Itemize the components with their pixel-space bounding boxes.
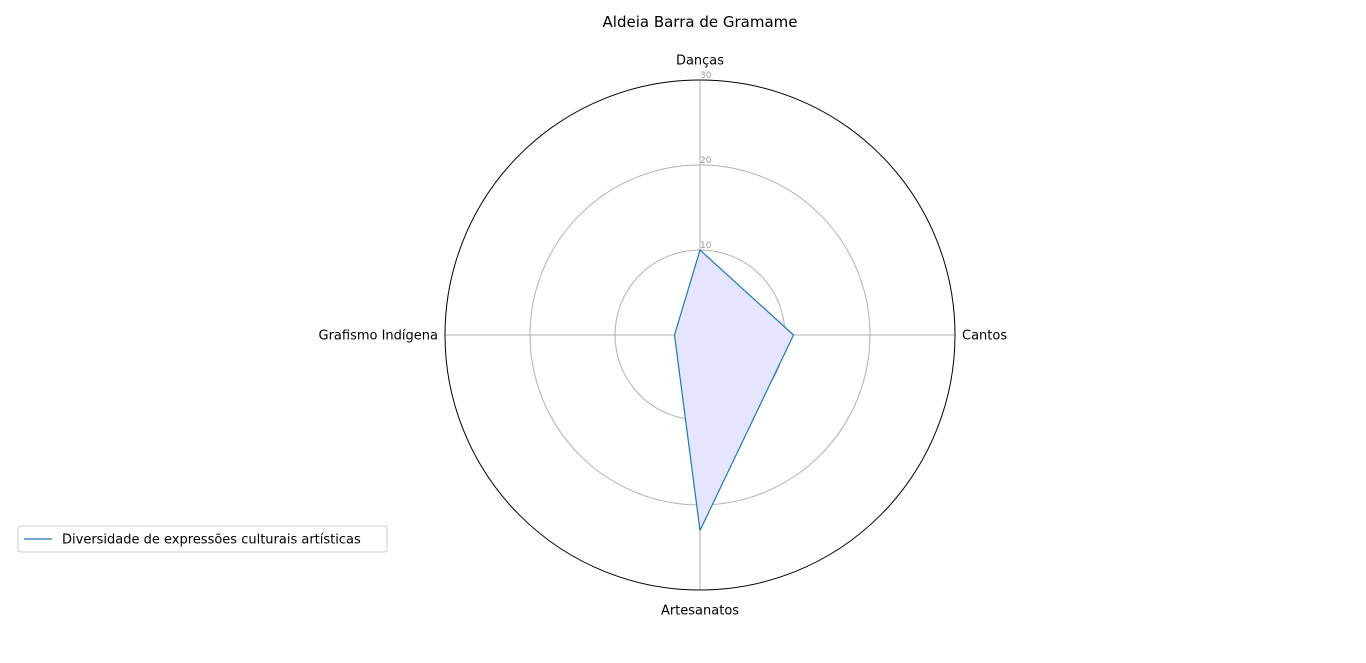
- legend-box: [17, 525, 388, 553]
- legend: Diversidade de expressões culturais artí…: [17, 525, 388, 553]
- chart-title: Aldeia Barra de Gramame: [603, 13, 798, 31]
- radar-frame: [444, 79, 956, 591]
- radial-tick-label: 30: [700, 71, 712, 81]
- radial-tick-label: 10: [700, 241, 712, 251]
- series-line: [673, 249, 795, 532]
- category-label: Danças: [676, 54, 724, 69]
- category-label: Grafismo Indígena: [319, 329, 439, 344]
- radar-series: [673, 249, 795, 532]
- category-labels: Danças Cantos Artesanatos Grafismo Indígena: [319, 54, 1008, 619]
- legend-label: Diversidade de expressões culturais artí…: [62, 533, 361, 548]
- category-label: Cantos: [962, 329, 1007, 344]
- radial-tick-label: 20: [700, 156, 712, 166]
- series-fill: [674, 250, 794, 531]
- category-label: Artesanatos: [661, 604, 739, 619]
